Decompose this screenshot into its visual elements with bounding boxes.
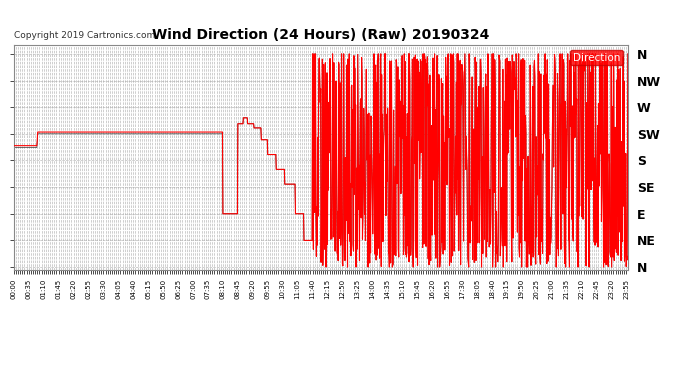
Title: Wind Direction (24 Hours) (Raw) 20190324: Wind Direction (24 Hours) (Raw) 20190324 <box>152 28 489 42</box>
Legend: Direction: Direction <box>570 50 622 65</box>
Text: Copyright 2019 Cartronics.com: Copyright 2019 Cartronics.com <box>14 32 155 40</box>
